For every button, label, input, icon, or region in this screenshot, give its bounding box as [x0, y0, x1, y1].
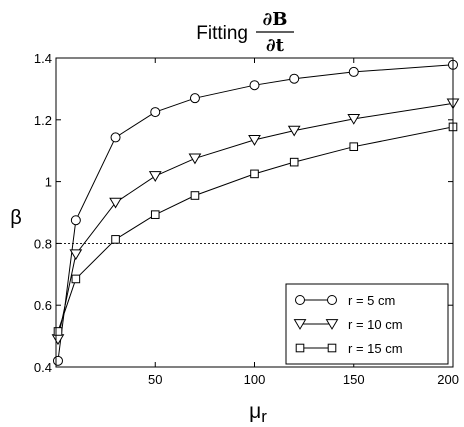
- legend-marker-start-2: [293, 319, 307, 330]
- series-layer: [51, 59, 460, 366]
- chart-title: Fitting ∂B ∂t: [196, 9, 294, 56]
- data-point-s1-8: [348, 66, 359, 77]
- chart-title-denominator: ∂t: [266, 35, 285, 56]
- y-tick-label-0: 0.4: [34, 360, 52, 375]
- y-axis-title: β: [10, 207, 22, 229]
- series-1: [52, 59, 458, 366]
- y-tick-label-2: 0.8: [34, 236, 52, 251]
- data-point-s1-6: [249, 80, 260, 91]
- series-3: [53, 122, 458, 336]
- legend-marker-end-2: [325, 319, 339, 330]
- data-point-s1-2: [70, 215, 81, 226]
- x-axis-title-sub: r: [261, 407, 267, 426]
- legend-entry-2: r = 10 cm: [293, 317, 403, 332]
- y-tick-label-1: 0.6: [34, 298, 52, 313]
- y-tick-label-4: 1.2: [34, 113, 52, 128]
- legend-label-2: r = 10 cm: [348, 317, 403, 332]
- data-point-s2-1: [51, 334, 65, 346]
- data-point-s3-6: [250, 169, 259, 179]
- legend-marker-start-3: [295, 343, 305, 353]
- y-tick-label-5: 1.4: [34, 51, 52, 66]
- legend-entry-3: r = 15 cm: [295, 341, 403, 356]
- legend: r = 5 cm r = 10 cm r = 15 cm: [285, 283, 449, 365]
- data-point-s2-6: [248, 134, 261, 146]
- data-point-s3-2: [71, 274, 81, 284]
- legend-label-1: r = 5 cm: [348, 293, 395, 308]
- chart-title-prefix: Fitting: [196, 23, 248, 44]
- legend-label-3: r = 15 cm: [348, 341, 403, 356]
- data-point-s1-5: [189, 93, 200, 104]
- data-point-s2-2: [69, 249, 83, 261]
- data-point-s3-5: [190, 191, 200, 200]
- x-tick-label-2: 150: [343, 372, 365, 387]
- x-axis-title: μr: [249, 400, 267, 426]
- x-tick-label-0: 50: [148, 372, 162, 387]
- data-point-s1-4: [150, 107, 161, 118]
- x-axis-title-main: μ: [249, 400, 261, 423]
- data-point-s1-3: [110, 132, 121, 143]
- x-tick-label-1: 100: [244, 372, 266, 387]
- data-point-s1-7: [289, 73, 300, 84]
- series-2: [51, 98, 460, 346]
- data-point-s3-4: [150, 210, 160, 219]
- x-tick-label-3: 200: [437, 372, 459, 387]
- legend-entry-1: r = 5 cm: [295, 293, 395, 308]
- legend-marker-end-1: [327, 295, 337, 305]
- chart-title-numerator: ∂B: [263, 9, 288, 30]
- legend-marker-start-1: [295, 295, 305, 305]
- data-point-s2-7: [287, 125, 301, 137]
- data-point-s2-3: [109, 197, 122, 209]
- data-point-s3-3: [111, 235, 120, 244]
- data-point-s2-5: [188, 153, 202, 165]
- legend-marker-end-3: [327, 343, 337, 353]
- data-point-s2-8: [347, 113, 361, 125]
- data-point-s3-8: [349, 142, 359, 151]
- data-point-s3-7: [289, 157, 299, 167]
- y-tick-label-3: 1: [45, 175, 52, 190]
- data-point-s1-1: [52, 355, 63, 366]
- tick-layer: 0.4 0.6 0.8 1 1.2 1.4 50 100 150 200: [34, 51, 459, 387]
- data-point-s2-4: [148, 171, 162, 182]
- data-point-s3-1: [53, 327, 63, 336]
